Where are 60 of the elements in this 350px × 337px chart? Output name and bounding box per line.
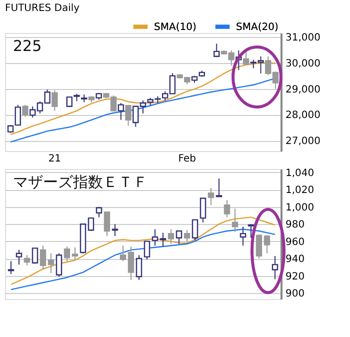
y-tick-label: 920 — [286, 271, 305, 282]
y-tick-label: 1,020 — [286, 185, 314, 196]
y-tick-label: 980 — [286, 220, 305, 231]
candlestick — [168, 228, 174, 244]
candlestick — [120, 245, 126, 262]
y-tick-label: 940 — [286, 254, 305, 266]
candlestick — [232, 208, 238, 232]
candlestick — [8, 260, 14, 275]
candlestick — [48, 252, 54, 274]
candlestick — [272, 255, 278, 280]
candlestick — [112, 224, 118, 237]
chart-subtitle: 225 — [13, 37, 42, 55]
candlestick — [176, 230, 182, 244]
candlestick — [16, 249, 22, 266]
candlestick — [22, 104, 28, 118]
x-tick-label: 21 — [48, 154, 62, 164]
candlestick — [264, 234, 270, 254]
candlestick — [52, 90, 58, 112]
candlestick — [192, 219, 198, 241]
y-tick-label: 900 — [286, 288, 305, 300]
candlestick — [184, 230, 190, 243]
candlestick — [242, 50, 250, 65]
candlestick — [24, 254, 30, 266]
x-tick-label: Feb — [178, 154, 196, 164]
y-tick-label: 1,000 — [286, 202, 314, 214]
chart-title: FUTURES Daily — [5, 3, 80, 14]
candlestick — [248, 224, 254, 238]
y-tick-label: 1,040 — [286, 168, 314, 179]
candlestick — [136, 254, 142, 281]
candlestick — [64, 246, 70, 262]
candlestick — [152, 228, 158, 246]
legend-label: SMA(20) — [236, 22, 278, 33]
line-series — [10, 228, 276, 290]
candlestick — [32, 248, 38, 264]
candlestick — [104, 211, 110, 237]
candlestick — [216, 178, 222, 198]
candlestick — [128, 246, 134, 281]
y-tick-label: 960 — [286, 236, 305, 248]
y-tick-label: 27,000 — [286, 136, 320, 148]
candlestick — [214, 43, 220, 58]
candlestick — [224, 199, 230, 218]
candlestick — [160, 232, 166, 247]
candlestick — [88, 217, 94, 232]
y-tick-label: 30,000 — [286, 58, 320, 70]
y-tick-label: 29,000 — [286, 84, 320, 96]
y-tick-label: 28,000 — [286, 110, 320, 122]
candlestick — [118, 102, 124, 120]
y-tick-label: 31,000 — [286, 32, 320, 44]
candlestick — [256, 234, 262, 260]
chart-title: マザーズ指数ＥＴＦ — [13, 173, 148, 191]
candlestick — [56, 252, 62, 278]
candlestick — [72, 246, 78, 261]
candlestick — [40, 245, 46, 270]
candlestick — [208, 187, 214, 206]
line-series — [10, 216, 276, 285]
candlestick — [125, 104, 132, 126]
candlestick — [144, 240, 150, 260]
legend-label: SMA(10) — [154, 22, 196, 33]
candlestick — [240, 226, 246, 246]
candlestick — [200, 198, 206, 223]
